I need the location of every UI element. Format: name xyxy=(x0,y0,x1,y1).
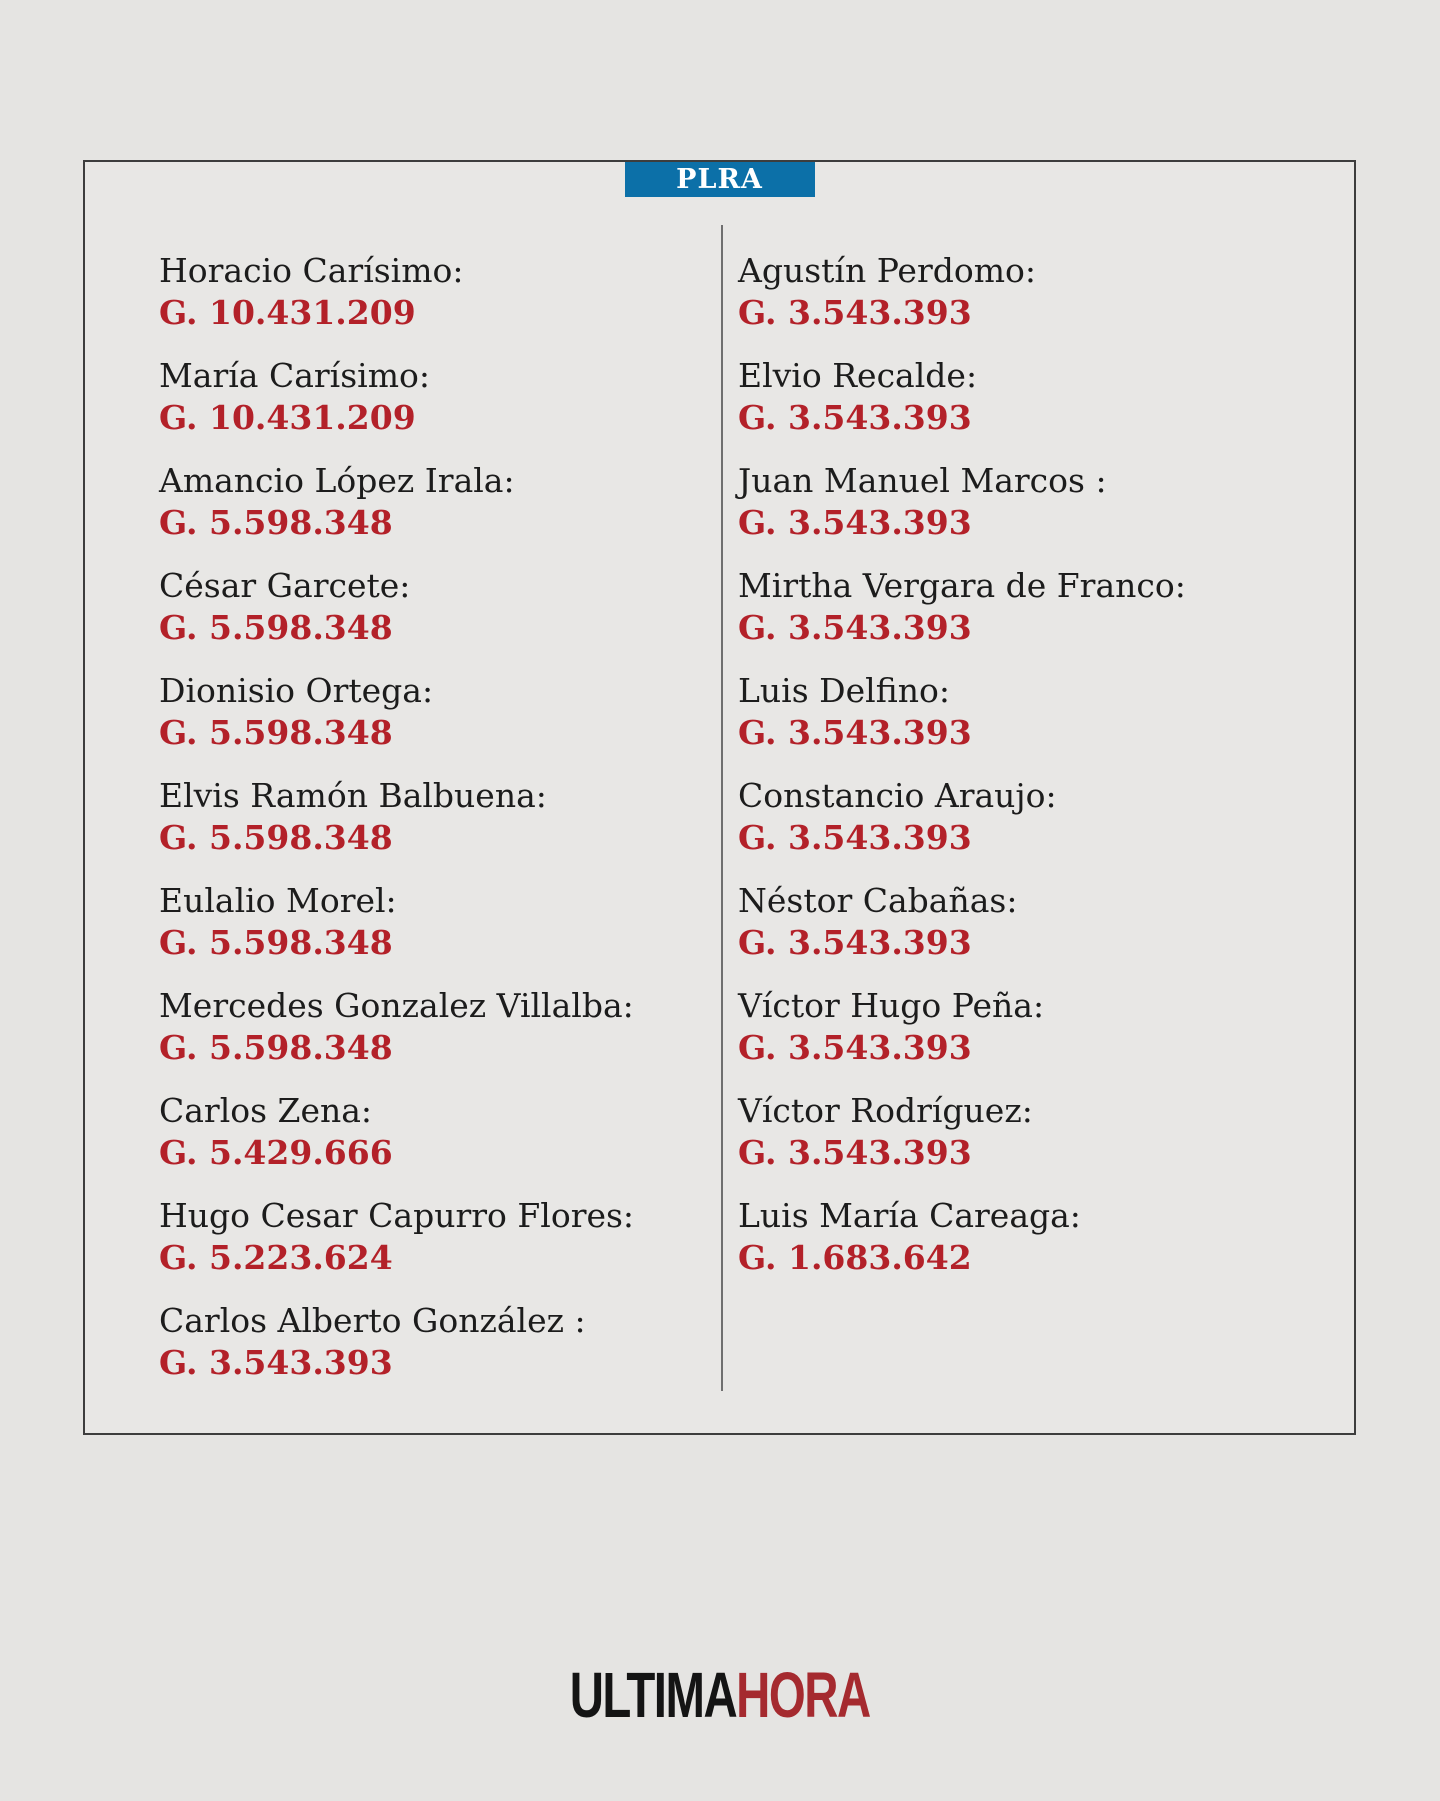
payment-entry: Víctor Hugo Peña: G. 3.543.393 xyxy=(738,985,1298,1069)
person-name: Amancio López Irala: xyxy=(159,461,515,500)
payment-amount: G. 1.683.642 xyxy=(738,1238,972,1277)
person-name: Luis María Careaga: xyxy=(738,1196,1081,1235)
ultimahora-logo: ULTIMAHORA xyxy=(0,1658,1440,1732)
payment-entry: Elvio Recalde: G. 3.543.393 xyxy=(738,355,1298,439)
payment-entry: Luis María Careaga: G. 1.683.642 xyxy=(738,1195,1298,1279)
payment-entry: Dionisio Ortega: G. 5.598.348 xyxy=(159,670,699,754)
payment-entry: Mercedes Gonzalez Villalba: G. 5.598.348 xyxy=(159,985,699,1069)
payment-entry: Agustín Perdomo: G. 3.543.393 xyxy=(738,250,1298,334)
person-name: Constancio Araujo: xyxy=(738,776,1057,815)
person-name: Carlos Zena: xyxy=(159,1091,373,1130)
person-name: Horacio Carísimo: xyxy=(159,251,464,290)
person-name: Mercedes Gonzalez Villalba: xyxy=(159,986,634,1025)
person-name: Néstor Cabañas: xyxy=(738,881,1018,920)
payment-amount: G. 3.543.393 xyxy=(738,1028,972,1067)
payment-entry: Constancio Araujo: G. 3.543.393 xyxy=(738,775,1298,859)
person-name: Juan Manuel Marcos : xyxy=(738,461,1107,500)
payment-entry: Hugo Cesar Capurro Flores: G. 5.223.624 xyxy=(159,1195,699,1279)
payment-amount: G. 3.543.393 xyxy=(738,293,972,332)
payment-entry: Luis Delfino: G. 3.543.393 xyxy=(738,670,1298,754)
payment-entry: César Garcete: G. 5.598.348 xyxy=(159,565,699,649)
person-name: Víctor Rodríguez: xyxy=(738,1091,1033,1130)
payment-entry: Carlos Alberto González : G. 3.543.393 xyxy=(159,1300,699,1384)
right-column: Agustín Perdomo: G. 3.543.393 Elvio Reca… xyxy=(738,250,1298,1300)
payment-entry: Horacio Carísimo: G. 10.431.209 xyxy=(159,250,699,334)
payment-amount: G. 5.598.348 xyxy=(159,818,393,857)
payment-amount: G. 5.598.348 xyxy=(159,1028,393,1067)
person-name: Elvis Ramón Balbuena: xyxy=(159,776,547,815)
plra-card: PLRA Horacio Carísimo: G. 10.431.209 Mar… xyxy=(83,160,1356,1435)
payment-entry: Mirtha Vergara de Franco: G. 3.543.393 xyxy=(738,565,1298,649)
logo-part-ultima: ULTIMA xyxy=(569,1659,738,1731)
column-divider xyxy=(721,225,723,1391)
payment-amount: G. 3.543.393 xyxy=(738,503,972,542)
person-name: Eulalio Morel: xyxy=(159,881,397,920)
payment-entry: María Carísimo: G. 10.431.209 xyxy=(159,355,699,439)
payment-entry: Elvis Ramón Balbuena: G. 5.598.348 xyxy=(159,775,699,859)
person-name: Hugo Cesar Capurro Flores: xyxy=(159,1196,635,1235)
payment-entry: Néstor Cabañas: G. 3.543.393 xyxy=(738,880,1298,964)
payment-amount: G. 5.598.348 xyxy=(159,503,393,542)
payment-entry: Amancio López Irala: G. 5.598.348 xyxy=(159,460,699,544)
payment-amount: G. 5.223.624 xyxy=(159,1238,393,1277)
person-name: Elvio Recalde: xyxy=(738,356,978,395)
person-name: Víctor Hugo Peña: xyxy=(738,986,1045,1025)
person-name: Carlos Alberto González : xyxy=(159,1301,586,1340)
payment-amount: G. 5.429.666 xyxy=(159,1133,393,1172)
party-badge: PLRA xyxy=(624,162,815,197)
person-name: Agustín Perdomo: xyxy=(738,251,1036,290)
payment-amount: G. 5.598.348 xyxy=(159,923,393,962)
payment-amount: G. 5.598.348 xyxy=(159,608,393,647)
payment-entry: Carlos Zena: G. 5.429.666 xyxy=(159,1090,699,1174)
person-name: Luis Delfino: xyxy=(738,671,950,710)
payment-amount: G. 3.543.393 xyxy=(738,713,972,752)
payment-entry: Víctor Rodríguez: G. 3.543.393 xyxy=(738,1090,1298,1174)
payment-entry: Juan Manuel Marcos : G. 3.543.393 xyxy=(738,460,1298,544)
payment-amount: G. 3.543.393 xyxy=(738,398,972,437)
payment-amount: G. 10.431.209 xyxy=(159,293,416,332)
payment-amount: G. 3.543.393 xyxy=(738,608,972,647)
payment-amount: G. 3.543.393 xyxy=(738,923,972,962)
person-name: María Carísimo: xyxy=(159,356,430,395)
logo-part-hora: HORA xyxy=(736,1659,871,1731)
left-column: Horacio Carísimo: G. 10.431.209 María Ca… xyxy=(159,250,699,1405)
payment-amount: G. 3.543.393 xyxy=(738,818,972,857)
person-name: Dionisio Ortega: xyxy=(159,671,434,710)
payment-entry: Eulalio Morel: G. 5.598.348 xyxy=(159,880,699,964)
payment-amount: G. 10.431.209 xyxy=(159,398,416,437)
person-name: Mirtha Vergara de Franco: xyxy=(738,566,1186,605)
payment-amount: G. 3.543.393 xyxy=(159,1343,393,1382)
payment-amount: G. 5.598.348 xyxy=(159,713,393,752)
payment-amount: G. 3.543.393 xyxy=(738,1133,972,1172)
person-name: César Garcete: xyxy=(159,566,411,605)
